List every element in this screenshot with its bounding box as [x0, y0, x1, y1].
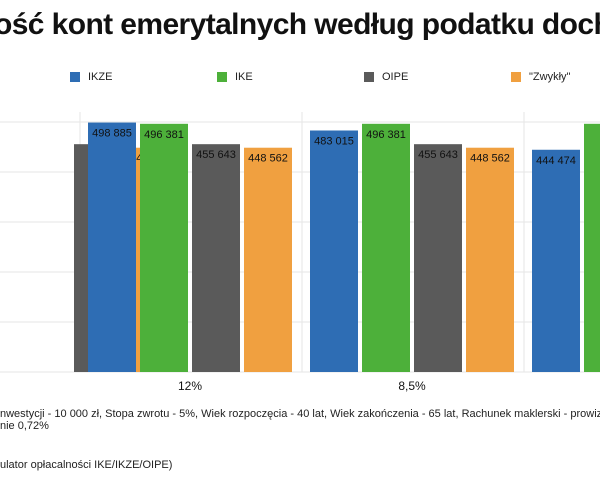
footnote-parameters: nwestycji - 10 000 zł, Stopa zwrotu - 5%…	[0, 408, 600, 420]
bar-3-1	[584, 123, 600, 372]
data-label-1-0: 498 885	[92, 128, 132, 140]
bar-2-3	[466, 147, 514, 372]
data-label-1-1: 496 381	[144, 129, 184, 141]
bar-1-1	[140, 123, 188, 372]
legend-item-ike: IKE	[217, 70, 253, 84]
data-label-2-3: 448 562	[470, 153, 510, 165]
category-label-1: 12%	[178, 379, 202, 393]
bar-2-0	[310, 130, 358, 372]
footnote-source: ulator opłacalności IKE/IKZE/OIPE)	[0, 459, 173, 471]
legend-label-zwykly: "Zwykły"	[529, 71, 571, 83]
bar-1-3	[244, 147, 292, 372]
data-label-1-2: 455 643	[196, 149, 236, 161]
bar-1-0	[88, 122, 136, 373]
bar-2-1	[362, 123, 410, 372]
legend-swatch-zwykly	[511, 72, 521, 82]
legend-swatch-oipe	[364, 72, 374, 82]
bar-1-2	[192, 144, 240, 372]
legend-item-zwykly: "Zwykły"	[511, 70, 570, 84]
footnote-commission: nie 0,72%	[0, 420, 49, 432]
legend-item-ikze: IKZE	[70, 70, 112, 84]
legend-label-oipe: OIPE	[382, 71, 409, 83]
bar-2-2	[414, 144, 462, 372]
legend-label-ike: IKE	[235, 71, 253, 83]
data-label-1-3: 448 562	[248, 153, 288, 165]
chart-title: ość kont emerytalnych według podatku doc…	[0, 8, 600, 41]
data-label-2-1: 496 381	[366, 129, 406, 141]
bar-3-0	[532, 149, 580, 372]
data-label-2-0: 483 015	[314, 135, 354, 147]
legend-swatch-ike	[217, 72, 227, 82]
legend-item-oipe: OIPE	[364, 70, 408, 84]
category-label-2: 8,5%	[398, 379, 426, 393]
legend-label-ikze: IKZE	[88, 71, 113, 83]
data-label-3-0: 444 474	[536, 155, 576, 167]
legend-swatch-ikze	[70, 72, 80, 82]
data-label-2-2: 455 643	[418, 149, 458, 161]
